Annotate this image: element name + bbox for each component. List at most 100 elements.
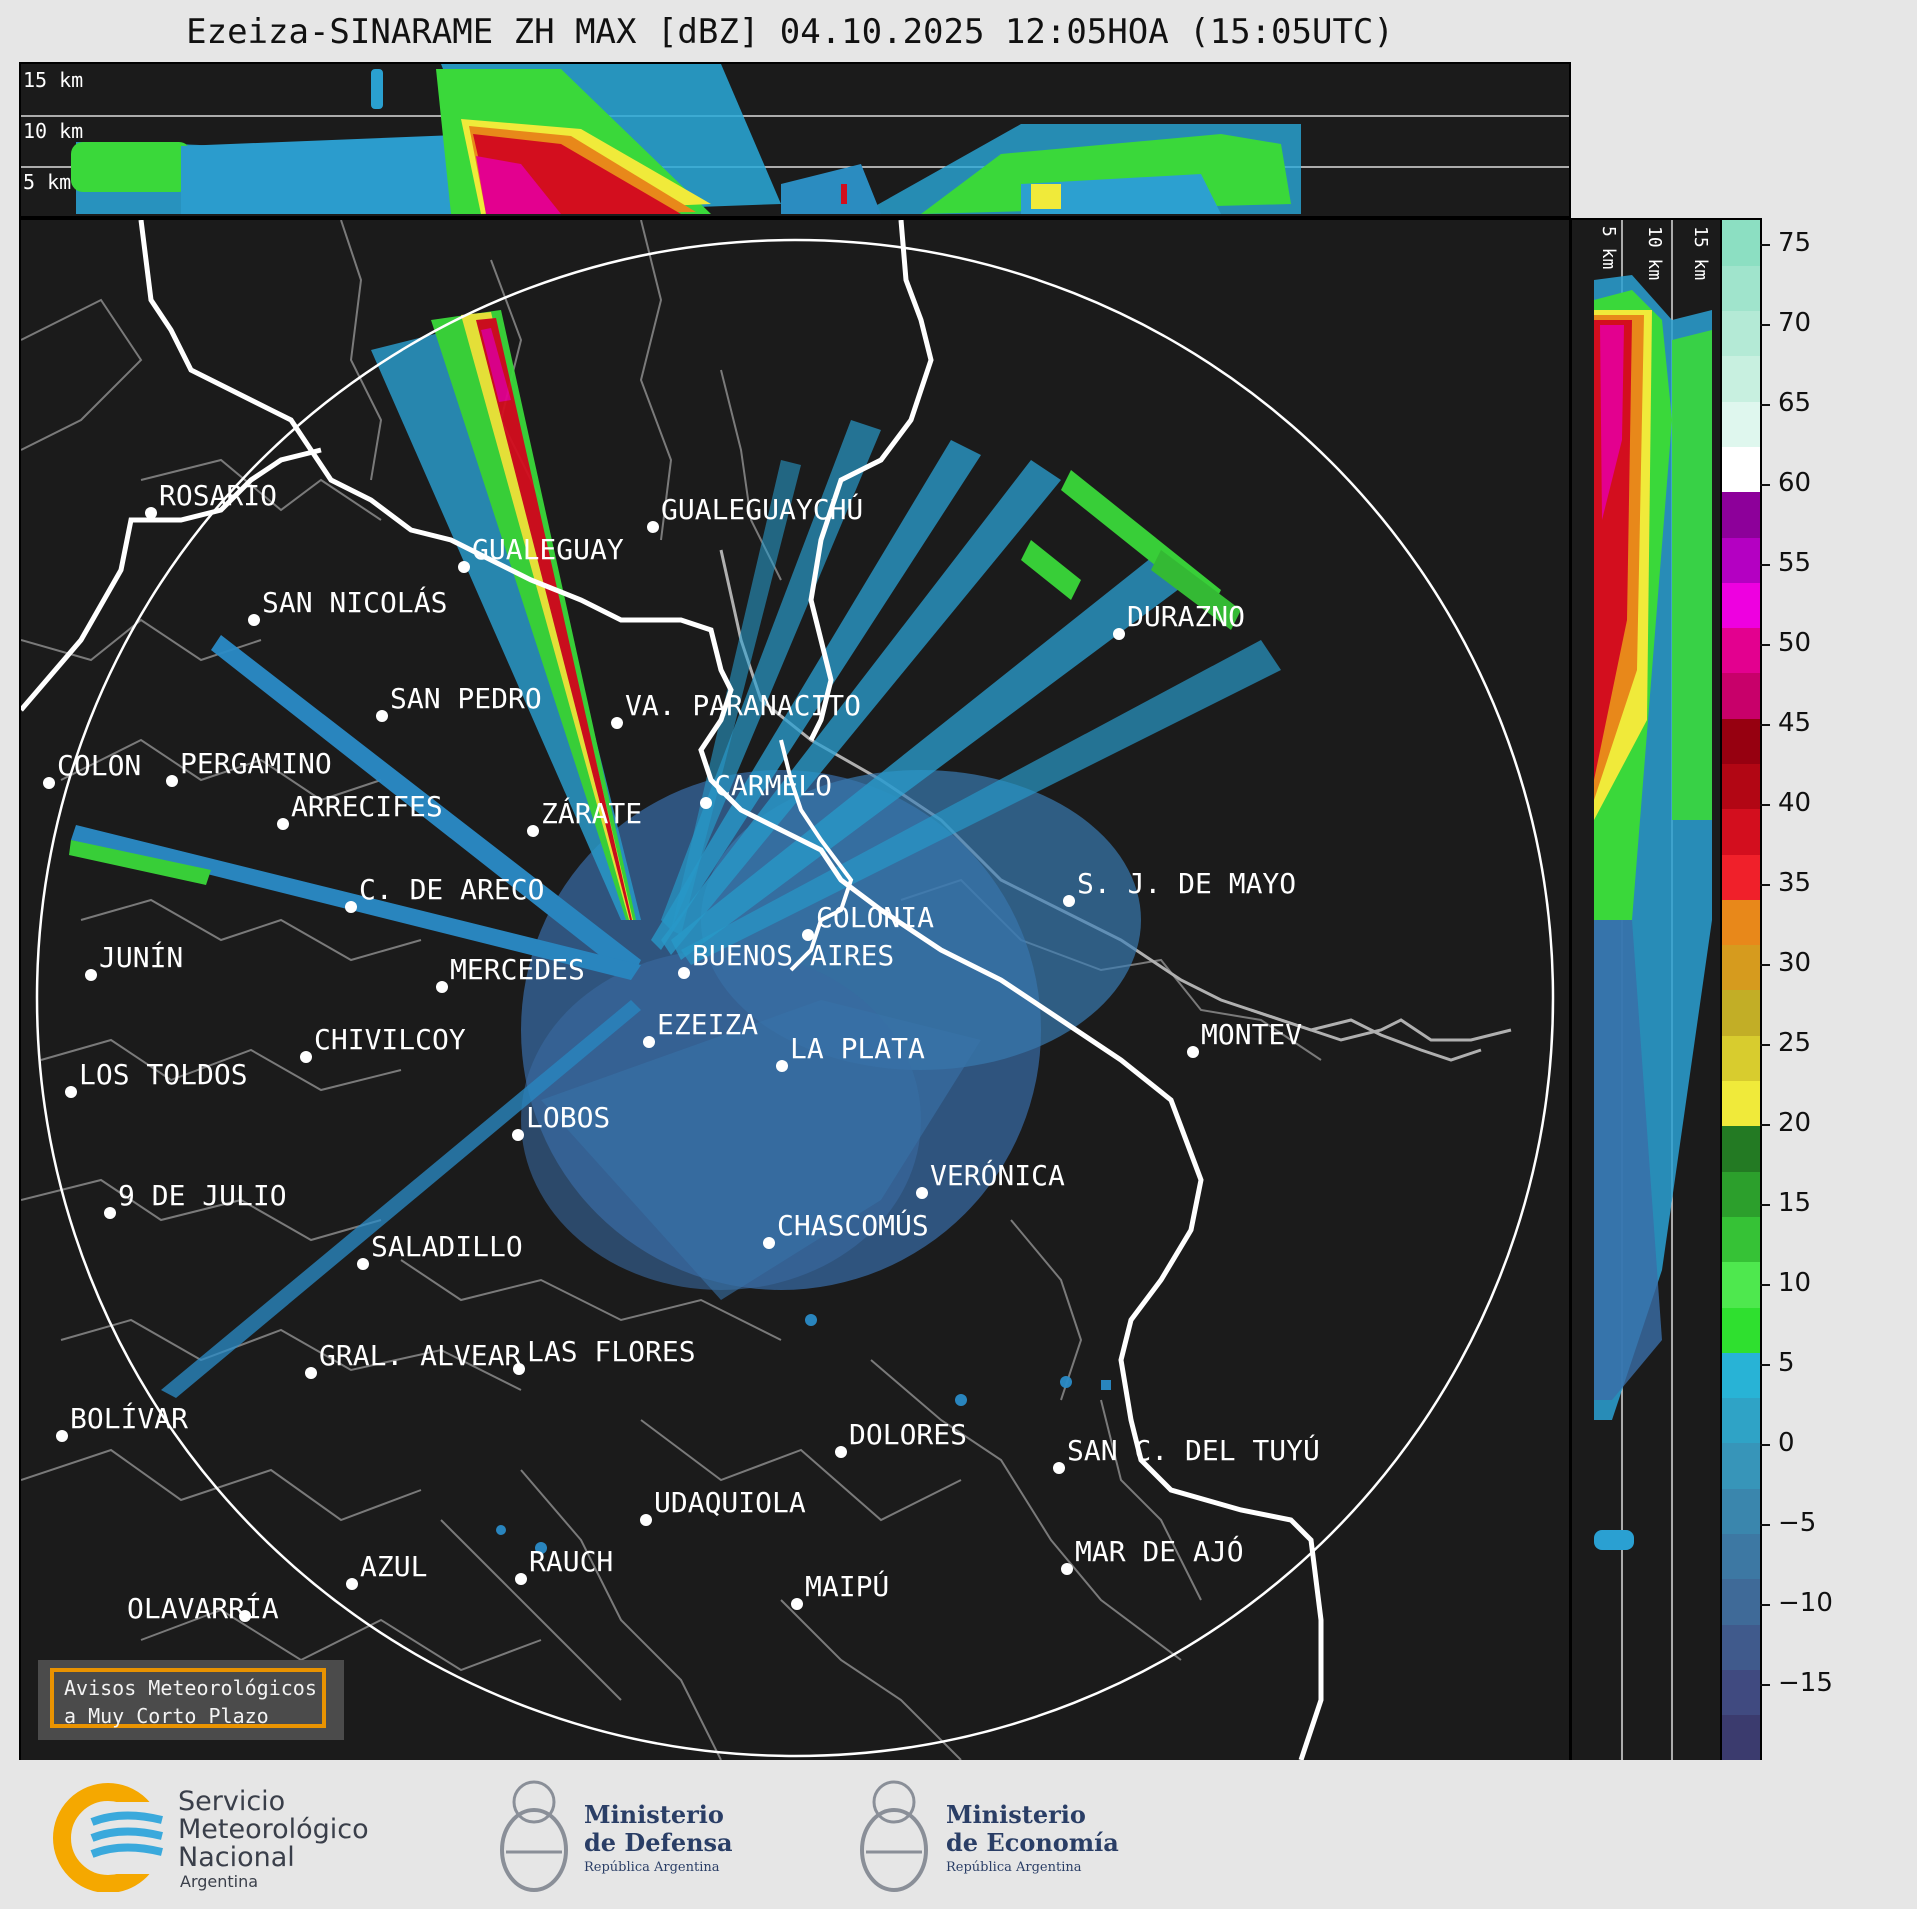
radar-map: [21, 220, 1555, 1760]
colorbar-segment: [1722, 1714, 1760, 1761]
city-marker: [1053, 1462, 1065, 1474]
city-label: SAN PEDRO: [390, 682, 542, 715]
economia-line3: República Argentina: [946, 1860, 1082, 1875]
city-label: BUENOS AIRES: [692, 939, 895, 972]
colorbar-segment: [1722, 310, 1760, 357]
city-label: VA. PARANACITO: [625, 689, 862, 722]
city-marker: [763, 1237, 775, 1249]
colorbar-tick-mark: [1760, 1124, 1770, 1126]
uruguay-coast: [719, 549, 1512, 1042]
colorbar-tick-mark: [1760, 244, 1770, 246]
city-label: SAN C. DEL TUYÚ: [1067, 1434, 1320, 1467]
colorbar-segment: [1722, 537, 1760, 583]
colorbar-segment: [1722, 1578, 1760, 1625]
city-marker: [611, 717, 623, 729]
colorbar-tick-label: 40: [1778, 788, 1812, 818]
city-label: EZEIZA: [657, 1008, 759, 1041]
colorbar-segment: [1722, 1669, 1760, 1716]
colorbar-tick-label: 35: [1778, 868, 1812, 898]
city-marker: [1061, 1563, 1073, 1575]
colorbar-segment: [1722, 1171, 1760, 1217]
city-marker: [791, 1598, 803, 1610]
colorbar-tick-label: −15: [1778, 1668, 1833, 1698]
colorbar-segment: [1722, 672, 1760, 719]
city-label: ROSARIO: [159, 479, 278, 512]
top-cross-section-panel: 15 km 10 km 5 km: [19, 62, 1571, 218]
city-marker: [305, 1367, 317, 1379]
defensa-line1: Ministerio: [584, 1800, 724, 1829]
city-label: PERGAMINO: [180, 747, 332, 780]
city-marker: [145, 507, 157, 519]
city-marker: [678, 967, 690, 979]
city-marker: [647, 521, 659, 533]
city-label: JUNÍN: [99, 941, 184, 974]
side-height-label-15km: 15 km: [1690, 226, 1711, 281]
reflectivity-colorbar: [1720, 218, 1762, 1762]
city-marker: [802, 929, 814, 941]
city-marker: [700, 797, 712, 809]
map-title: Ezeiza-SINARAME ZH MAX [dBZ] 04.10.2025 …: [186, 12, 1394, 52]
city-label: GUALEGUAY: [472, 533, 624, 566]
colorbar-segment: [1722, 1352, 1760, 1399]
city-label: DOLORES: [849, 1418, 968, 1451]
province-boundaries: [21, 220, 1322, 1760]
city-marker: [776, 1060, 788, 1072]
city-label: 9 DE JULIO: [118, 1179, 287, 1212]
city-marker: [512, 1129, 524, 1141]
city-marker: [640, 1514, 652, 1526]
economia-line1: Ministerio: [946, 1800, 1086, 1829]
colorbar-tick-mark: [1760, 804, 1770, 806]
colorbar-tick-mark: [1760, 884, 1770, 886]
city-marker: [1187, 1046, 1199, 1058]
colorbar-tick-label: 25: [1778, 1028, 1812, 1058]
avisos-line2: a Muy Corto Plazo: [64, 1704, 269, 1728]
colorbar-tick-label: 20: [1778, 1108, 1812, 1138]
height-label-10km: 10 km: [23, 119, 84, 143]
colorbar-tick-label: 0: [1778, 1428, 1795, 1458]
colorbar-segment: [1722, 1533, 1760, 1580]
colorbar-tick-label: 45: [1778, 708, 1812, 738]
colorbar-tick-mark: [1760, 1204, 1770, 1206]
smn-line3: Nacional: [178, 1842, 295, 1873]
coastline-border: [138, 220, 1324, 1760]
city-marker: [166, 775, 178, 787]
city-marker: [43, 777, 55, 789]
colorbar-tick-label: −10: [1778, 1588, 1833, 1618]
colorbar-segment: [1722, 944, 1760, 991]
city-label: C. DE ARECO: [359, 873, 545, 906]
colorbar-segment: [1722, 627, 1760, 674]
radar-echoes: [69, 310, 1281, 1554]
colorbar-segment: [1722, 718, 1760, 765]
height-label-15km: 15 km: [23, 68, 84, 92]
side-height-label-10km: 10 km: [1644, 226, 1665, 281]
colorbar-tick-label: 15: [1778, 1188, 1812, 1218]
colorbar-tick-label: 50: [1778, 628, 1812, 658]
city-label: AZUL: [360, 1550, 428, 1583]
city-label: ARRECIFES: [291, 790, 443, 823]
city-marker: [916, 1187, 928, 1199]
footer-logos: Servicio Meteorológico Nacional Argentin…: [0, 1760, 1917, 1909]
coat-of-arms-icon: [860, 1780, 928, 1892]
colorbar-tick-mark: [1760, 1684, 1770, 1686]
city-marker: [104, 1207, 116, 1219]
colorbar-segment: [1722, 582, 1760, 629]
colorbar-segment: [1722, 1080, 1760, 1127]
colorbar-tick-mark: [1760, 1044, 1770, 1046]
colorbar-tick-label: 10: [1778, 1268, 1812, 1298]
city-marker: [65, 1086, 77, 1098]
city-label: UDAQUIOLA: [654, 1486, 806, 1519]
city-label: LOS TOLDOS: [79, 1058, 248, 1091]
colorbar-segment: [1722, 1488, 1760, 1535]
city-marker: [835, 1446, 847, 1458]
colorbar-segment: [1722, 220, 1760, 266]
city-marker: [515, 1573, 527, 1585]
radar-map-panel[interactable]: ROSARIO GUALEGUAYCHÚ GUALEGUAY SAN NICOLÁS D…: [19, 218, 1571, 1762]
colorbar-tick-mark: [1760, 1604, 1770, 1606]
city-marker: [458, 561, 470, 573]
smn-line1: Servicio: [178, 1786, 286, 1817]
city-marker: [85, 969, 97, 981]
colorbar-tick-mark: [1760, 1444, 1770, 1446]
colorbar-segment: [1722, 446, 1760, 493]
colorbar-tick-mark: [1760, 724, 1770, 726]
avisos-box[interactable]: Avisos Meteorológicos a Muy Corto Plazo: [38, 1660, 344, 1740]
